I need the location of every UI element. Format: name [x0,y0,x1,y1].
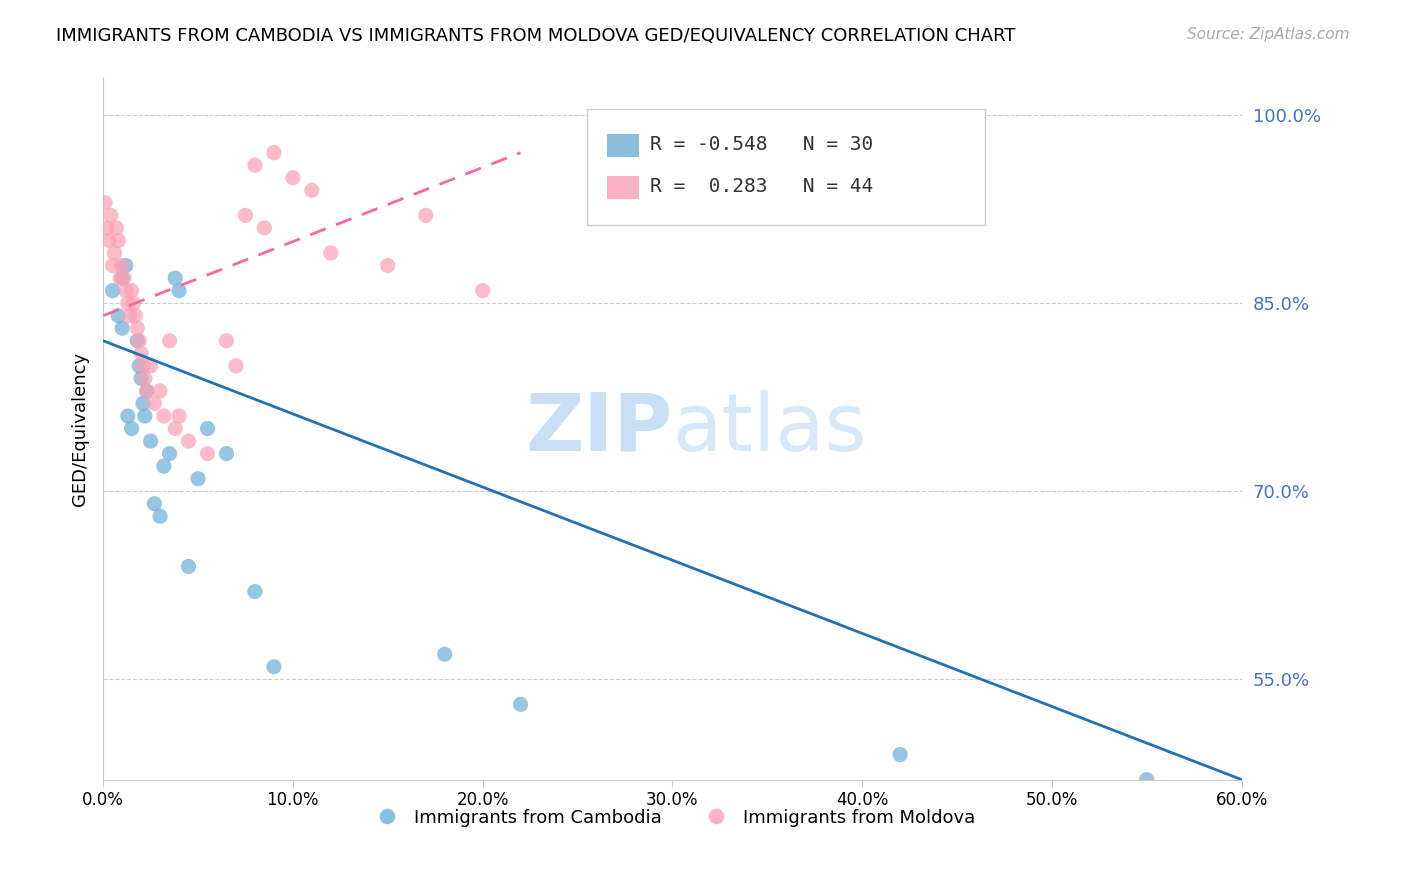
Point [143,396,166,410]
Point [121,421,143,435]
Point [177,434,200,448]
Point [263,659,285,673]
Point [129,346,152,360]
Point [177,559,200,574]
Point [101,284,124,298]
Point [215,447,238,461]
Point [225,359,247,373]
Point [153,459,176,474]
Point [111,321,134,335]
Point [1136,772,1159,787]
Point [132,359,155,373]
Text: R = -0.548   N = 30: R = -0.548 N = 30 [650,135,873,153]
Point [128,359,150,373]
Point [471,284,494,298]
Point [235,208,257,222]
Point [115,284,138,298]
Point [167,284,190,298]
Point [108,271,131,285]
Point [100,208,122,222]
Point [111,259,134,273]
Point [159,447,181,461]
Point [197,447,219,461]
Point [129,371,152,385]
Point [132,396,155,410]
Text: IMMIGRANTS FROM CAMBODIA VS IMMIGRANTS FROM MOLDOVA GED/EQUIVALENCY CORRELATION : IMMIGRANTS FROM CAMBODIA VS IMMIGRANTS F… [56,27,1015,45]
Point [253,220,276,235]
Text: ZIP: ZIP [524,390,672,467]
Point [135,384,157,398]
Point [167,409,190,423]
Legend: Immigrants from Cambodia, Immigrants from Moldova: Immigrants from Cambodia, Immigrants fro… [361,801,983,834]
Text: Source: ZipAtlas.com: Source: ZipAtlas.com [1187,27,1350,42]
Point [121,284,143,298]
Point [433,647,456,661]
Point [153,409,176,423]
FancyBboxPatch shape [607,176,640,199]
Point [105,220,128,235]
Point [94,195,117,210]
Point [281,170,304,185]
Point [301,183,323,197]
Point [128,334,150,348]
Point [111,271,134,285]
FancyBboxPatch shape [586,109,986,225]
Point [243,584,266,599]
Point [118,309,141,323]
Point [127,321,149,335]
Point [165,271,187,285]
Point [115,259,138,273]
Point [377,259,399,273]
Point [96,220,118,235]
Point [149,384,172,398]
Point [107,309,129,323]
Point [134,371,156,385]
Point [197,421,219,435]
Point [139,359,162,373]
Point [122,296,145,310]
Point [187,472,209,486]
Text: R =  0.283   N = 44: R = 0.283 N = 44 [650,177,873,195]
Point [149,509,172,524]
Point [215,334,238,348]
Point [415,208,437,222]
Point [101,259,124,273]
Point [889,747,911,762]
Point [134,409,156,423]
Point [112,271,135,285]
Y-axis label: GED/Equivalency: GED/Equivalency [72,351,89,506]
Point [143,497,166,511]
Point [319,246,342,260]
Point [243,158,266,172]
Point [107,234,129,248]
Text: atlas: atlas [672,390,866,467]
FancyBboxPatch shape [607,134,640,157]
Point [127,334,149,348]
Point [117,296,139,310]
Point [165,421,187,435]
Point [97,234,120,248]
Point [139,434,162,448]
Point [263,145,285,160]
Point [159,334,181,348]
Point [124,309,146,323]
Point [509,698,531,712]
Point [103,246,125,260]
Point [117,409,139,423]
Point [135,384,157,398]
